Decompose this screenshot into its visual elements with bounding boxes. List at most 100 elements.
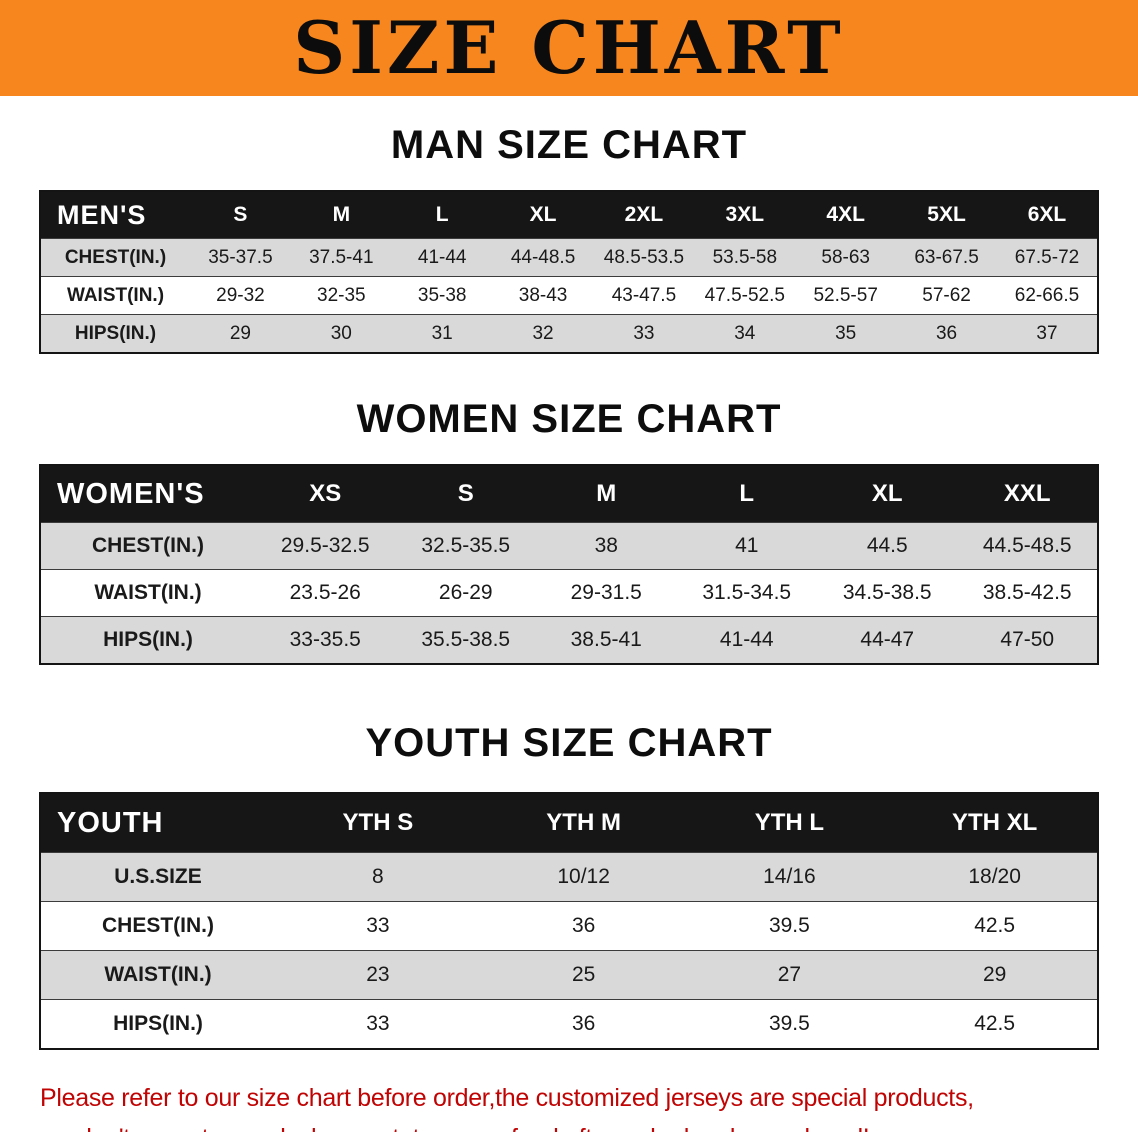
table-row: HIPS(IN.) 33 36 39.5 42.5 (40, 999, 1098, 1049)
table-cell: 26-29 (438, 581, 493, 604)
table-cell: 53.5-58 (712, 246, 778, 268)
table-cell: 23.5-26 (289, 581, 361, 604)
table-cell: 29 (229, 322, 251, 344)
table-cell: 44.5 (866, 534, 908, 557)
table-row: CHEST(IN.) 33 36 39.5 42.5 (40, 901, 1098, 951)
table-cell: 33-35.5 (289, 628, 361, 651)
row-label: CHEST(IN.) (92, 534, 204, 557)
table-row: U.S.SIZE 8 10/12 14/16 18/20 (40, 852, 1098, 902)
table-cell: 29 (982, 963, 1007, 986)
table-cell: 33 (366, 914, 390, 937)
table-cell: 58-63 (821, 246, 870, 268)
table-cell: 10/12 (557, 865, 610, 888)
column-header: S (190, 191, 291, 239)
table-row: CHEST(IN.) 35-37.5 37.5-41 41-44 44-48.5… (40, 238, 1098, 277)
notice-line-1: Please refer to our size chart before or… (40, 1084, 974, 1112)
table-cell: 27 (777, 963, 802, 986)
women-size-table: WOMEN'S XS S M L XL XXL CHEST(IN.) 29.5-… (39, 464, 1099, 665)
column-header: YTH M (480, 793, 687, 853)
table-cell: 47-50 (1000, 628, 1055, 651)
column-header: XL (492, 191, 594, 239)
table-row: CHEST(IN.) 29.5-32.5 32.5-35.5 38 41 44.… (40, 522, 1098, 570)
table-cell: 36 (935, 322, 958, 344)
table-cell: 44-47 (860, 628, 915, 651)
table-cell: 38.5-41 (570, 628, 642, 651)
table-cell: 42.5 (974, 914, 1016, 937)
row-label: HIPS(IN.) (113, 1012, 203, 1035)
table-cell: 35-38 (417, 284, 467, 306)
page-title: SIZE CHART (293, 5, 845, 90)
table-cell: 38 (594, 534, 618, 557)
column-header: 4XL (795, 191, 897, 239)
row-label: CHEST(IN.) (64, 246, 167, 268)
table-cell: 32 (532, 322, 554, 344)
table-cell: 35-37.5 (208, 246, 273, 268)
table-cell: 31.5-34.5 (702, 581, 792, 604)
footer-notice: Please refer to our size chart before or… (40, 1080, 1098, 1132)
table-cell: 32.5-35.5 (421, 534, 511, 557)
men-size-table: MEN'S S M L XL 2XL 3XL 4XL 5XL 6XL CHEST… (39, 190, 1099, 354)
table-cell: 37.5-41 (309, 246, 374, 268)
youth-header-row: YOUTH YTH S YTH M YTH L YTH XL (40, 793, 1098, 853)
table-cell: 67.5-72 (1014, 246, 1080, 268)
youth-section-heading: YOUTH SIZE CHART (365, 721, 773, 765)
table-cell: 29.5-32.5 (280, 534, 370, 557)
row-label: HIPS(IN.) (103, 628, 193, 651)
column-header: S (395, 465, 536, 523)
column-header: XS (255, 465, 396, 523)
table-cell: 8 (372, 865, 384, 888)
women-section-heading: WOMEN SIZE CHART (356, 397, 782, 441)
row-label: WAIST(IN.) (66, 284, 165, 306)
column-header: 3XL (694, 191, 796, 239)
table-row: HIPS(IN.) 33-35.5 35.5-38.5 38.5-41 41-4… (40, 616, 1098, 664)
table-cell: 62-66.5 (1014, 284, 1080, 306)
column-header: XXL (957, 465, 1098, 523)
table-cell: 35.5-38.5 (421, 628, 511, 651)
women-section: WOMEN SIZE CHART WOMEN'S XS S M L XL XXL… (0, 396, 1138, 665)
column-header: 6XL (997, 191, 1098, 239)
table-cell: 44-48.5 (510, 246, 576, 268)
table-cell: 30 (330, 322, 352, 344)
column-header: 2XL (593, 191, 695, 239)
table-cell: 33 (633, 322, 655, 344)
table-cell: 36 (571, 1012, 596, 1035)
column-header: M (290, 191, 392, 239)
table-cell: 39.5 (768, 1012, 810, 1035)
column-header: YTH XL (892, 793, 1098, 853)
table-cell: 42.5 (974, 1012, 1016, 1035)
table-cell: 47.5-52.5 (704, 284, 785, 306)
table-row: WAIST(IN.) 29-32 32-35 35-38 38-43 43-47… (40, 276, 1098, 315)
row-label: U.S.SIZE (114, 865, 202, 888)
table-cell: 34.5-38.5 (842, 581, 932, 604)
table-cell: 18/20 (968, 865, 1021, 888)
table-cell: 48.5-53.5 (603, 246, 685, 268)
table-cell: 52.5-57 (813, 284, 878, 306)
table-cell: 29-32 (216, 284, 265, 306)
table-cell: 43-47.5 (611, 284, 677, 306)
table-cell: 36 (571, 914, 596, 937)
table-cell: 37 (1036, 322, 1058, 344)
youth-corner-label: YOUTH (40, 793, 275, 853)
table-cell: 41 (735, 534, 759, 557)
table-cell: 29-31.5 (570, 581, 642, 604)
row-label: WAIST(IN.) (104, 963, 212, 986)
table-cell: 25 (571, 963, 596, 986)
table-cell: 41-44 (719, 628, 774, 651)
column-header: 5XL (896, 191, 997, 239)
table-cell: 63-67.5 (914, 246, 979, 268)
table-cell: 34 (734, 322, 756, 344)
table-cell: 38-43 (518, 284, 568, 306)
women-corner-label: WOMEN'S (40, 465, 255, 523)
column-header: L (676, 465, 817, 523)
table-cell: 33 (366, 1012, 390, 1035)
table-cell: 31 (431, 322, 453, 344)
men-corner-label: MEN'S (40, 191, 190, 239)
men-section-heading: MAN SIZE CHART (390, 123, 748, 167)
men-section: MAN SIZE CHART MEN'S S M L XL 2XL 3XL 4X… (0, 122, 1138, 354)
notice-line-2: we don't accept cancel, change, teturn o… (40, 1120, 1098, 1132)
row-label: WAIST(IN.) (94, 581, 202, 604)
banner: SIZE CHART (0, 0, 1138, 96)
table-cell: 38.5-42.5 (982, 581, 1072, 604)
table-cell: 44.5-48.5 (982, 534, 1072, 557)
